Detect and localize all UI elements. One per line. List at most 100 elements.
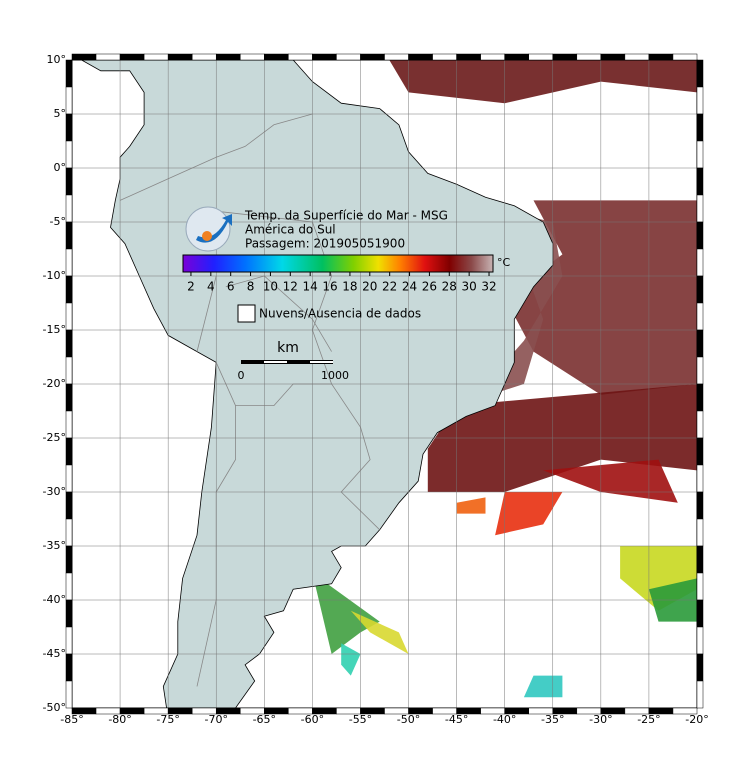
lon-label: -30°: [589, 713, 612, 726]
frame-segment: [288, 707, 313, 715]
frame-segment: [624, 707, 650, 715]
lon-label: -70°: [204, 713, 227, 726]
frame-segment: [432, 53, 457, 61]
frame-segment: [65, 86, 73, 115]
frame-segment: [696, 356, 704, 385]
frame-segment: [696, 86, 704, 115]
scale-label: 0: [238, 369, 245, 382]
lat-label: 5°: [54, 107, 67, 120]
lat-label: -45°: [43, 647, 66, 660]
frame-segment: [408, 53, 433, 61]
frame-segment: [264, 53, 289, 61]
frame-segment: [648, 707, 674, 715]
frame-segment: [143, 707, 169, 715]
frame-segment: [696, 167, 704, 196]
sst-patch: [312, 573, 380, 654]
border: [196, 275, 217, 352]
colorbar-tick-label: 22: [382, 280, 397, 294]
colorbar-tick-label: 8: [247, 280, 255, 294]
lon-label: -35°: [541, 713, 564, 726]
frame-segment: [600, 707, 626, 715]
frame-segment: [696, 113, 704, 142]
frame-segment: [696, 572, 704, 601]
lon-label: -85°: [60, 713, 83, 726]
frame-segment: [600, 53, 626, 61]
frame-segment: [576, 707, 602, 715]
frame-segment: [288, 53, 313, 61]
frame-segment: [65, 140, 73, 169]
sst-patch: [456, 497, 486, 514]
frame-segment: [336, 53, 361, 61]
frame-segment: [119, 707, 145, 715]
frame-segment: [696, 437, 704, 466]
frame-segment: [696, 599, 704, 628]
colorbar-tick-label: 26: [422, 280, 437, 294]
lon-label: -55°: [349, 713, 372, 726]
frame-segment: [384, 707, 409, 715]
lon-label: -50°: [397, 713, 420, 726]
colorbar-tick-label: 16: [322, 280, 337, 294]
colorbar: [182, 254, 494, 273]
frame-segment: [456, 53, 481, 61]
lat-label: 0°: [54, 161, 67, 174]
frame-segment: [360, 707, 385, 715]
frame-segment: [528, 707, 554, 715]
scale-label: 1000: [321, 369, 349, 382]
frame-segment: [264, 707, 289, 715]
border: [119, 178, 169, 201]
colorbar-tick-label: 18: [342, 280, 357, 294]
lon-label: -80°: [108, 713, 131, 726]
frame-segment: [696, 194, 704, 223]
lon-label: -40°: [493, 713, 516, 726]
frame-segment: [215, 707, 241, 715]
frame-segment: [696, 464, 704, 493]
frame-segment: [65, 113, 73, 142]
frame-segment: [65, 221, 73, 250]
scale-unit: km: [277, 340, 299, 356]
colorbar-tick-label: 6: [227, 280, 235, 294]
lat-label: -15°: [43, 323, 66, 336]
lat-label: -5°: [50, 215, 66, 228]
frame-segment: [65, 464, 73, 493]
frame-segment: [65, 545, 73, 574]
lat-label: -10°: [43, 269, 66, 282]
lat-label: -25°: [43, 431, 66, 444]
frame-segment: [65, 572, 73, 601]
frame-segment: [119, 53, 145, 61]
lon-label: -45°: [445, 713, 468, 726]
colorbar-tick-label: 4: [207, 280, 215, 294]
frame-segment: [95, 707, 121, 715]
frame-segment: [456, 707, 481, 715]
frame-segment: [696, 140, 704, 169]
no-data-label: Nuvens/Ausencia de dados: [259, 307, 421, 321]
frame-segment: [65, 383, 73, 412]
lat-label: -40°: [43, 593, 66, 606]
frame-segment: [672, 53, 698, 61]
frame-segment: [65, 302, 73, 331]
frame-segment: [65, 356, 73, 385]
lat-label: -30°: [43, 485, 66, 498]
frame-segment: [240, 53, 265, 61]
frame-segment: [65, 167, 73, 196]
frame-segment: [696, 680, 704, 709]
frame-segment: [696, 491, 704, 520]
frame-segment: [65, 410, 73, 439]
frame-segment: [240, 707, 265, 715]
frame-segment: [312, 707, 337, 715]
frame-segment: [65, 518, 73, 547]
frame-segment: [95, 53, 121, 61]
frame-segment: [432, 707, 457, 715]
legend: Temp. da Superfície do Mar - MSG América…: [182, 206, 511, 382]
frame-segment: [336, 707, 361, 715]
title-line: Temp. da Superfície do Mar - MSG: [244, 209, 448, 223]
lon-label: -65°: [253, 713, 276, 726]
frame-segment: [65, 437, 73, 466]
frame-segment: [65, 599, 73, 628]
frame-segment: [480, 53, 505, 61]
frame-segment: [696, 275, 704, 304]
colorbar-tick-label: 14: [303, 280, 318, 294]
border: [225, 275, 332, 352]
lon-label: -60°: [301, 713, 324, 726]
lat-label: -35°: [43, 539, 66, 552]
frame-segment: [624, 53, 650, 61]
